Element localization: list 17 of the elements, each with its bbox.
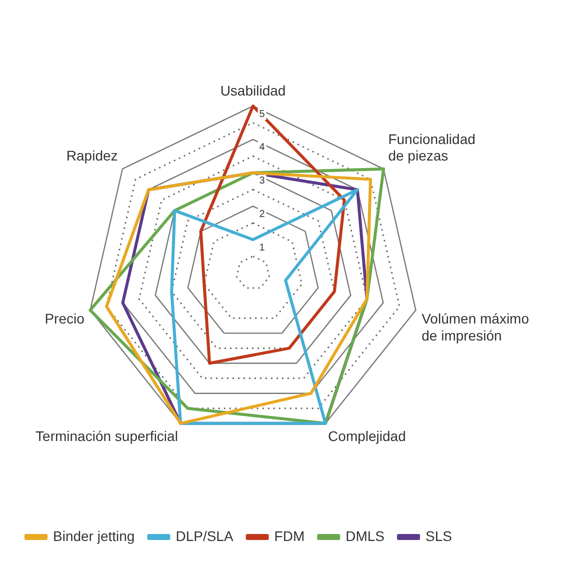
spoke-label: Funcionalidad de piezas xyxy=(388,130,476,164)
y-tick-label: 4 xyxy=(259,142,266,154)
legend-label: DMLS xyxy=(346,528,385,544)
spoke-label: Rapidez xyxy=(66,148,118,164)
spoke-label: Complejidad xyxy=(328,428,406,444)
y-tick-label: 2 xyxy=(259,208,266,220)
spoke-label: Precio xyxy=(44,310,85,327)
legend-label: Binder jetting xyxy=(53,528,135,544)
legend-label: FDM xyxy=(274,528,305,544)
legend-label: SLS xyxy=(426,528,452,544)
y-tick-label: 5 xyxy=(259,108,266,120)
spoke-label: Usabilidad xyxy=(220,82,286,98)
y-tick-label: 1 xyxy=(259,242,266,254)
spoke-label: Terminación superficial xyxy=(36,428,178,444)
y-tick-label: 3 xyxy=(259,176,266,187)
spoke-label: Volúmen máximo de impresión xyxy=(422,310,530,344)
legend-label: DLP/SLA xyxy=(176,528,234,544)
